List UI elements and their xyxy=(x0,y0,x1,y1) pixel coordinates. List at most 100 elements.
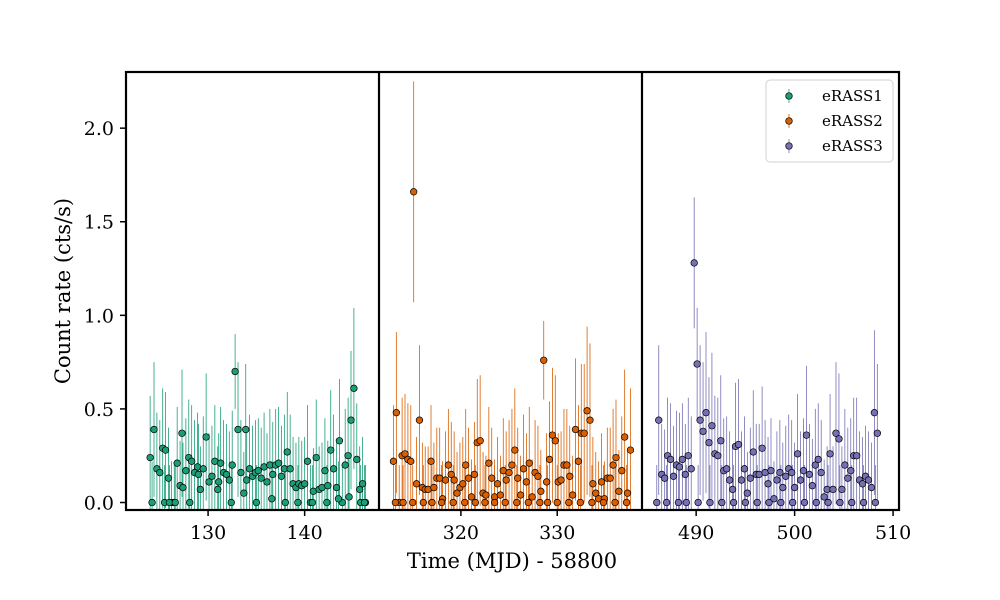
data-point xyxy=(444,461,453,469)
data-point xyxy=(615,487,623,495)
data-point xyxy=(501,498,509,507)
data-point xyxy=(838,485,846,494)
data-point xyxy=(551,437,559,445)
data-point xyxy=(428,498,436,507)
data-point xyxy=(524,498,532,507)
data-point xyxy=(447,470,455,479)
data-point xyxy=(519,465,528,473)
data-point xyxy=(789,498,797,507)
legend-item: eRASS1 xyxy=(785,87,883,105)
data-point xyxy=(858,480,867,488)
data-point xyxy=(699,427,707,436)
data-point xyxy=(824,498,832,507)
legend-marker xyxy=(785,142,793,150)
data-point xyxy=(568,491,577,499)
data-point xyxy=(817,468,825,477)
data-point xyxy=(586,416,594,424)
data-point xyxy=(548,431,557,439)
data-point xyxy=(674,498,683,507)
data-point xyxy=(202,433,210,441)
data-point xyxy=(777,498,785,507)
data-point xyxy=(534,472,542,480)
data-point xyxy=(773,476,781,484)
data-point xyxy=(467,493,476,501)
data-point xyxy=(725,476,734,484)
data-point xyxy=(493,480,502,488)
data-point xyxy=(237,468,245,477)
data-point xyxy=(205,478,213,486)
data-point xyxy=(514,474,522,482)
data-point xyxy=(793,450,802,458)
x-tick-label: 500 xyxy=(776,522,812,544)
panel-1: 130 140 xyxy=(146,307,370,544)
data-point xyxy=(350,384,358,392)
data-point xyxy=(225,476,233,484)
data-point xyxy=(476,437,484,445)
data-point xyxy=(470,470,479,479)
data-point xyxy=(240,489,248,497)
y-tick-label: 2.0 xyxy=(84,118,114,140)
data-point xyxy=(765,498,773,507)
data-point xyxy=(344,452,352,460)
data-point xyxy=(740,465,749,473)
data-point xyxy=(684,452,692,460)
data-point xyxy=(782,472,790,480)
data-point xyxy=(245,465,254,473)
data-point xyxy=(449,498,457,507)
data-point xyxy=(737,476,746,484)
legend-box xyxy=(765,79,894,163)
data-point xyxy=(728,485,737,494)
data-point xyxy=(496,491,505,499)
data-point xyxy=(718,498,726,507)
data-point xyxy=(407,457,415,465)
data-point xyxy=(741,498,750,507)
data-point xyxy=(525,459,533,467)
data-point xyxy=(234,425,242,434)
data-point xyxy=(814,455,822,464)
data-point xyxy=(557,476,565,484)
data-point xyxy=(660,474,669,482)
data-point xyxy=(459,480,467,488)
data-point xyxy=(215,478,223,486)
data-point xyxy=(844,474,852,482)
data-point xyxy=(696,416,704,424)
data-point xyxy=(341,461,349,469)
data-point xyxy=(171,498,179,507)
data-point xyxy=(776,468,784,477)
data-point xyxy=(345,493,353,501)
x-axis-label: Time (MJD) - 58800 xyxy=(407,549,617,573)
y-tick-label: 1.0 xyxy=(84,305,114,327)
legend-item: eRASS2 xyxy=(785,112,883,130)
data-point xyxy=(611,498,619,507)
data-point xyxy=(702,409,710,417)
data-point xyxy=(281,498,289,507)
data-point xyxy=(832,429,840,437)
data-point xyxy=(161,446,170,454)
data-point xyxy=(566,472,574,480)
data-point xyxy=(178,429,186,437)
data-point xyxy=(274,459,283,467)
data-point xyxy=(655,416,663,424)
data-point xyxy=(871,498,880,507)
data-point xyxy=(216,459,225,467)
data-point xyxy=(790,483,799,492)
data-point xyxy=(412,480,421,488)
data-point xyxy=(227,498,235,507)
series-eRASS2 xyxy=(389,81,635,510)
data-point xyxy=(415,416,424,424)
data-point xyxy=(471,498,479,507)
data-point xyxy=(323,498,331,507)
x-tick-label: 330 xyxy=(539,522,575,544)
data-point xyxy=(666,455,675,464)
data-point xyxy=(592,489,600,497)
data-point xyxy=(228,461,236,469)
data-point xyxy=(488,474,496,482)
data-point xyxy=(867,483,876,492)
plot-frame xyxy=(124,70,901,512)
x-tick-label: 140 xyxy=(287,522,323,544)
data-point xyxy=(419,498,427,507)
data-point xyxy=(621,433,629,441)
data-point xyxy=(231,367,239,376)
panel-2: 320 330 xyxy=(389,81,635,544)
data-point xyxy=(303,457,312,465)
